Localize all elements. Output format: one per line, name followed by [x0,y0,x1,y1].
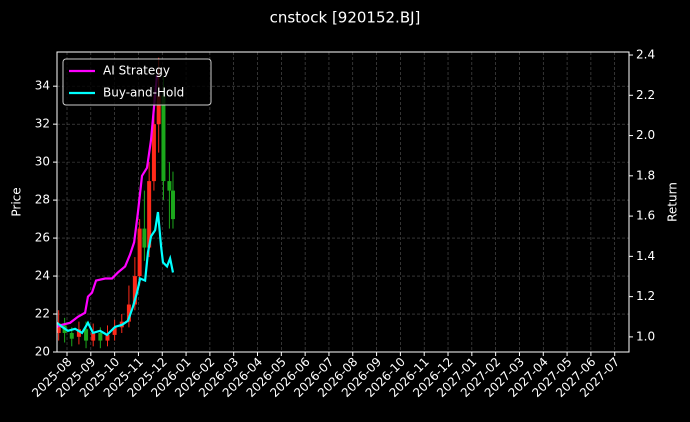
y-tick-label: 24 [35,269,50,283]
candle-body [112,327,117,335]
y-tick-label: 22 [35,307,50,321]
y-tick-label: 20 [35,345,50,359]
y-axis-label: Price [10,187,24,216]
legend-box [62,58,212,106]
line-series [56,75,159,328]
candle-body [98,333,103,341]
candle-body [76,329,81,337]
candle-body [56,323,61,334]
candle-body [151,124,156,182]
candle-body [137,228,142,277]
y2-tick-label: 1.8 [636,168,655,182]
candle-body [132,276,137,305]
candle-body [126,304,131,322]
y-tick-label: 30 [35,155,50,169]
plot-frame [56,51,630,353]
candle-body [69,333,74,339]
y2-axis-label: Return [666,182,680,222]
y-tick-label: 32 [35,117,50,131]
y2-tick-label: 1.4 [636,249,655,263]
y-tick-label: 34 [35,79,50,93]
candle-body [167,181,172,191]
legend-label: Buy-and-Hold [103,86,184,100]
y2-tick-label: 1.0 [636,329,655,343]
y-tick-label: 28 [35,193,50,207]
candle-body [161,95,166,182]
y2-tick-label: 1.6 [636,209,655,223]
candle-body [156,95,161,125]
candle-body [142,228,147,248]
y2-tick-label: 2.4 [636,48,655,62]
y2-tick-label: 2.2 [636,88,655,102]
candle-body [105,334,110,341]
legend-label: AI Strategy [103,64,170,78]
candle-body [84,329,89,341]
candle-body [147,181,152,248]
chart-title: cnstock [920152.BJ] [270,9,421,27]
y-tick-label: 26 [35,231,50,245]
candle-body [170,190,175,220]
y2-tick-label: 1.2 [636,289,655,303]
candle-body [91,333,96,341]
y2-tick-label: 2.0 [636,128,655,142]
line-series [56,211,175,337]
